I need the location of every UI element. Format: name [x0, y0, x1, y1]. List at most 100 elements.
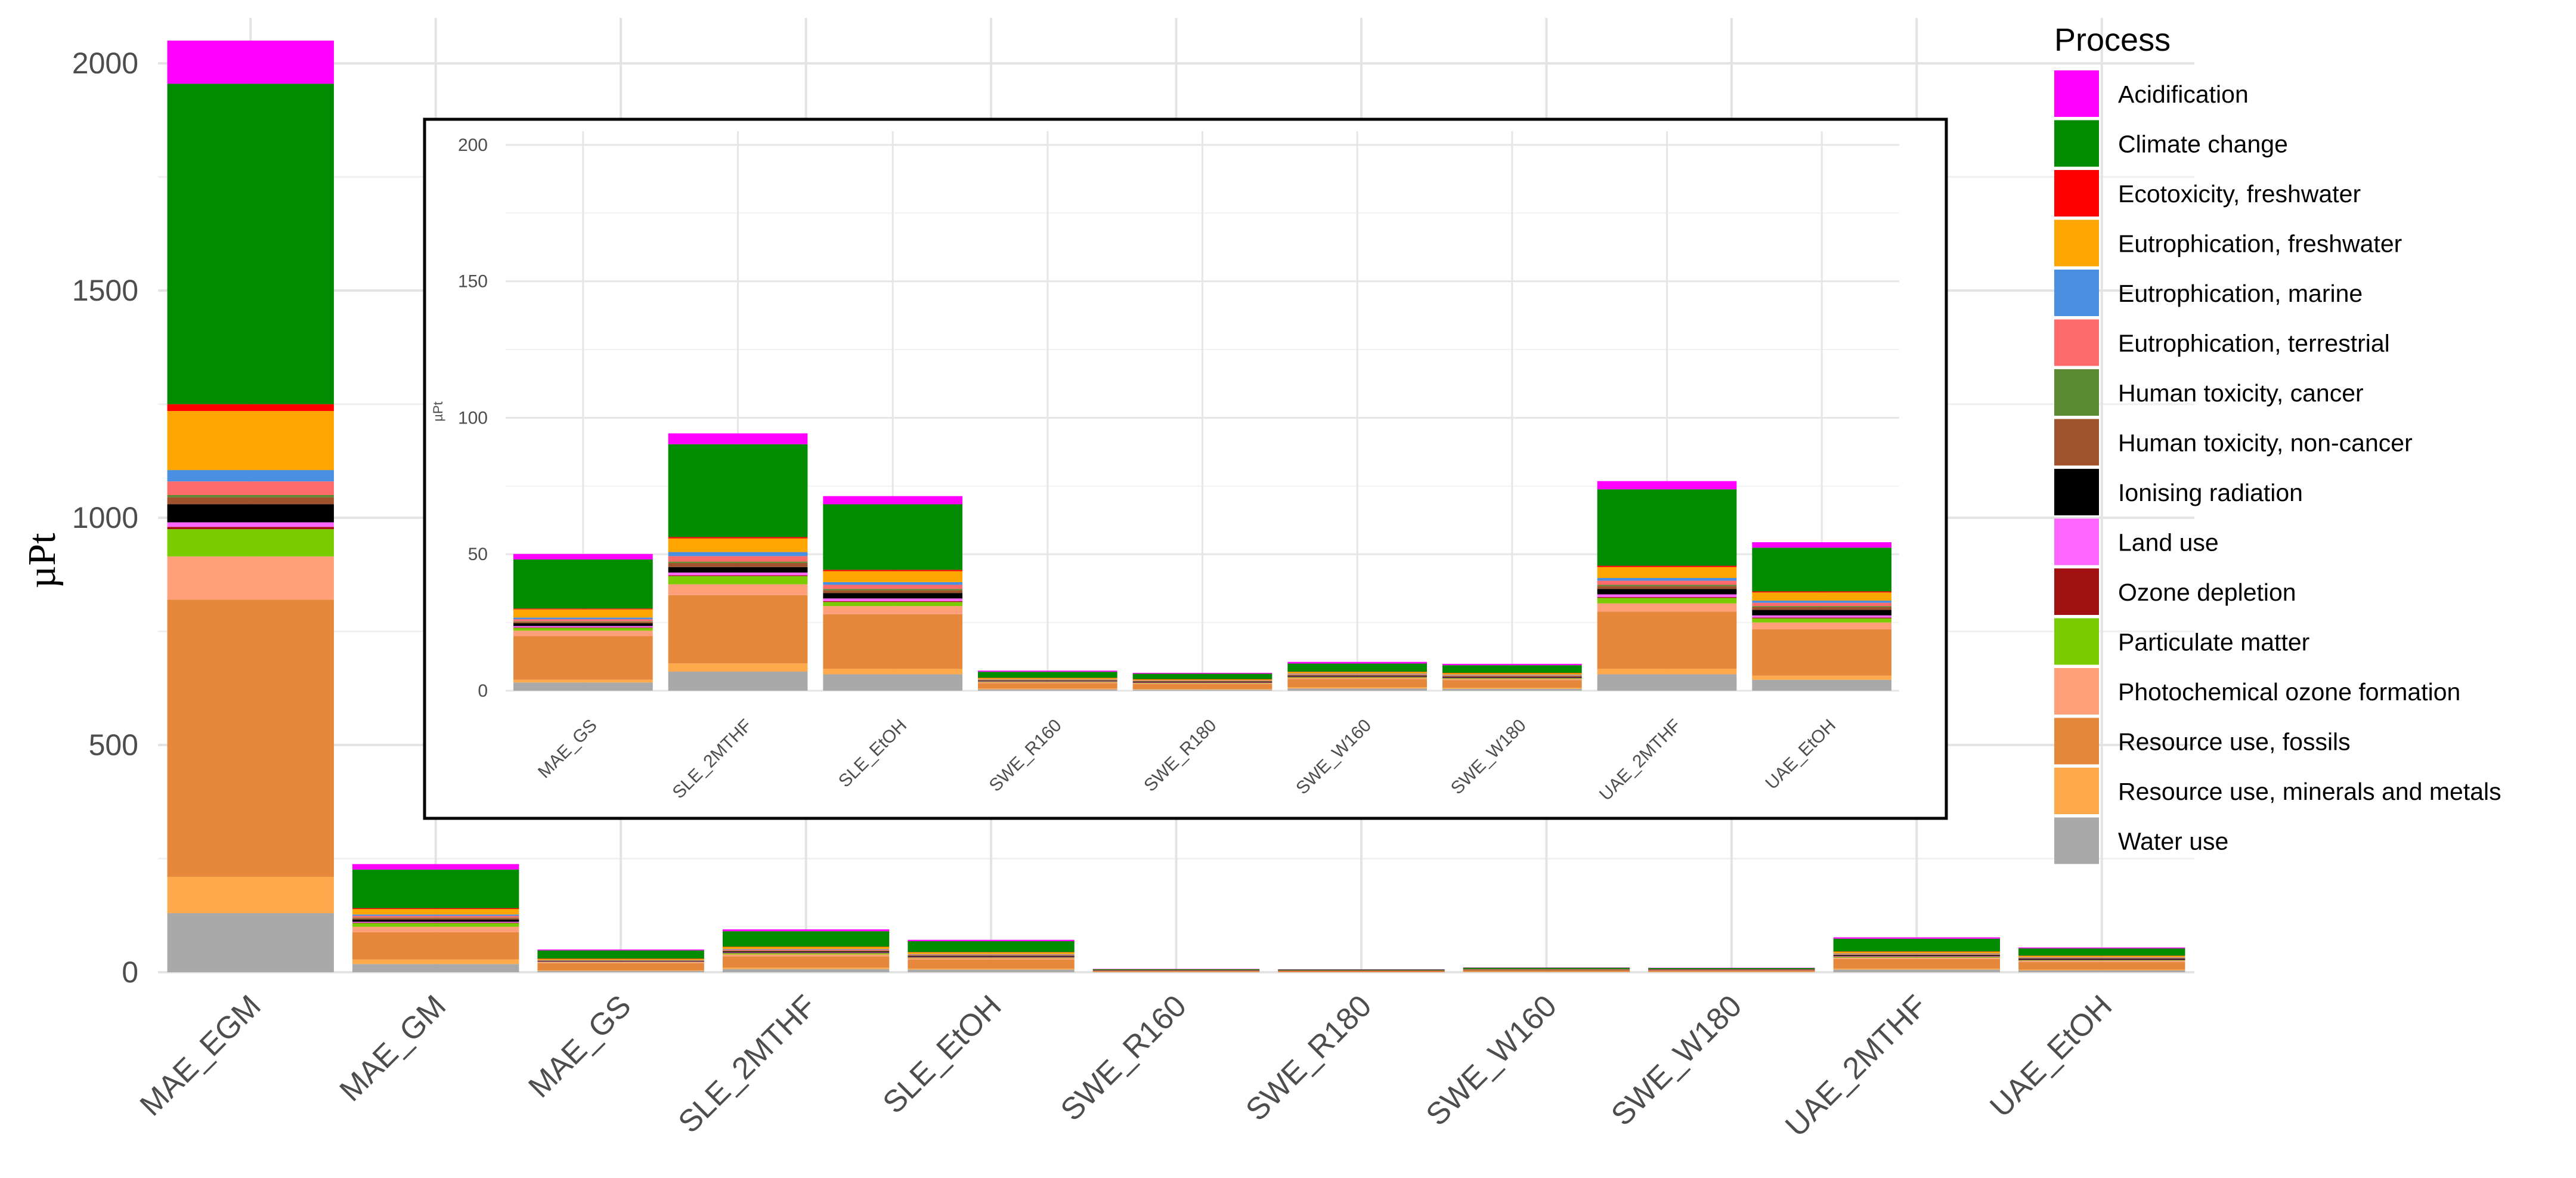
legend-swatch-human-toxicity-non-cancer: [2054, 419, 2099, 466]
bar-mae-egm-eutrophication-marine: [167, 470, 334, 482]
bar-sle-2mthf-eutrophication-freshwater: [722, 947, 890, 950]
bar-mae-egm-resource-use-fossils: [167, 599, 334, 877]
bar-mae-gs-eutrophication-freshwater: [537, 959, 704, 960]
legend-swatch-acidification: [2054, 70, 2099, 117]
y-tick-label: 500: [89, 728, 138, 762]
inset-y-axis-label: µPt: [431, 401, 445, 421]
y-tick-label: 1500: [72, 274, 138, 307]
inset-bar-swe-w160-photochemical-ozone-formation: [1287, 678, 1428, 679]
legend-swatch-ecotoxicity-freshwater: [2054, 170, 2099, 217]
bar-uae-2mthf-human-toxicity-non-cancer: [1833, 954, 2001, 956]
inset-bar-swe-w180-photochemical-ozone-formation: [1442, 679, 1582, 681]
bar-uae-2mthf-human-toxicity-cancer: [1833, 954, 2001, 955]
bar-sle-etoh-resource-use-minerals-and-metals: [908, 968, 1075, 970]
inset-bar-uae-etoh-eutrophication-freshwater: [1752, 592, 1892, 601]
x-tick-label: SWE_W180: [1605, 988, 1748, 1132]
bar-sle-etoh-particulate-matter: [908, 957, 1075, 959]
legend-swatch-eutrophication-marine: [2054, 270, 2099, 316]
inset-bar-sle-2mthf-climate-change: [668, 444, 808, 537]
bar-swe-r180-resource-use-fossils: [1278, 971, 1445, 972]
inset-bar-sle-2mthf-human-toxicity-non-cancer: [668, 562, 808, 567]
y-tick-label: 2000: [72, 47, 138, 80]
bar-uae-2mthf-resource-use-minerals-and-metals: [1833, 968, 2001, 970]
legend-label-ecotoxicity-freshwater: Ecotoxicity, freshwater: [2118, 180, 2361, 208]
inset-bar-swe-r180-resource-use-minerals-and-metals: [1132, 689, 1272, 690]
bar-sle-etoh-climate-change: [908, 941, 1075, 953]
bar-mae-gm-climate-change: [352, 869, 519, 908]
bar-sle-2mthf-particulate-matter: [722, 953, 890, 955]
legend-label-ionising-radiation: Ionising radiation: [2118, 479, 2303, 506]
bar-uae-etoh-human-toxicity-cancer: [2018, 958, 2185, 959]
inset-bar-sle-etoh-eutrophication-marine: [823, 582, 963, 585]
x-tick-label: SLE_EtOH: [877, 988, 1008, 1120]
bar-uae-2mthf-climate-change: [1833, 938, 2001, 952]
inset-bar-sle-2mthf-eutrophication-freshwater: [668, 538, 808, 552]
legend-label-photochemical-ozone-formation: Photochemical ozone formation: [2118, 678, 2460, 706]
legend-label-water-use: Water use: [2118, 828, 2228, 855]
inset-bar-sle-etoh-land-use: [823, 598, 963, 601]
bar-uae-etoh-particulate-matter: [2018, 960, 2185, 961]
inset-bar-mae-gs-eutrophication-freshwater: [513, 609, 653, 618]
inset-bar-uae-2mthf-resource-use-minerals-and-metals: [1597, 669, 1737, 675]
inset-bar-swe-w180-water-use: [1442, 688, 1582, 691]
y-axis-label: µPt: [20, 533, 64, 588]
bar-mae-gs-ozone-depletion: [537, 961, 704, 962]
inset-bar-swe-w180-ionising-radiation: [1442, 676, 1582, 678]
inset-bar-swe-r180-ecotoxicity-freshwater: [1132, 679, 1272, 680]
legend-label-climate-change: Climate change: [2118, 131, 2288, 158]
bar-sle-etoh-photochemical-ozone-formation: [908, 958, 1075, 960]
inset-bar-sle-2mthf-eutrophication-marine: [668, 552, 808, 556]
bar-mae-gm-acidification: [352, 864, 519, 870]
bar-mae-egm-particulate-matter: [167, 529, 334, 556]
x-tick-label: SWE_R180: [1239, 988, 1378, 1127]
inset-y-tick-label: 50: [468, 545, 488, 564]
bar-sle-2mthf-ionising-radiation: [722, 951, 890, 953]
legend-label-eutrophication-marine: Eutrophication, marine: [2118, 280, 2363, 307]
bar-sle-etoh-ionising-radiation: [908, 956, 1075, 957]
inset-bar-swe-r160-acidification: [977, 670, 1117, 672]
bar-uae-etoh-ionising-radiation: [2018, 959, 2185, 960]
inset-bar-uae-etoh-acidification: [1752, 542, 1892, 548]
inset-bar-swe-r160-eutrophication-freshwater: [977, 678, 1117, 679]
bar-uae-etoh-eutrophication-marine: [2018, 957, 2185, 958]
legend-swatch-resource-use-fossils: [2054, 718, 2099, 765]
inset-bar-sle-etoh-human-toxicity-cancer: [823, 589, 963, 590]
inset-bar-uae-2mthf-ozone-depletion: [1597, 597, 1737, 598]
bar-mae-gm-eutrophication-marine: [352, 914, 519, 916]
inset-bar-mae-gs-ozone-depletion: [513, 627, 653, 628]
bar-uae-2mthf-particulate-matter: [1833, 957, 2001, 958]
inset-bar-uae-etoh-eutrophication-marine: [1752, 601, 1892, 603]
inset-bar-swe-r160-human-toxicity-non-cancer: [977, 680, 1117, 681]
inset-bar-sle-2mthf-particulate-matter: [668, 576, 808, 585]
inset-bar-swe-r180-resource-use-fossils: [1132, 684, 1272, 690]
inset-bar-sle-etoh-photochemical-ozone-formation: [823, 606, 963, 614]
bar-mae-gm-photochemical-ozone-formation: [352, 926, 519, 932]
y-tick-label: 1000: [72, 501, 138, 534]
inset-bar-sle-etoh-particulate-matter: [823, 602, 963, 607]
inset-bar-swe-w160-eutrophication-terrestrial: [1287, 674, 1428, 675]
inset-y-tick-label: 200: [458, 135, 488, 155]
bar-swe-r180-climate-change: [1278, 969, 1445, 970]
legend-label-resource-use-fossils: Resource use, fossils: [2118, 728, 2351, 756]
x-tick-label: UAE_2MTHF: [1779, 988, 1934, 1143]
bar-uae-etoh-photochemical-ozone-formation: [2018, 960, 2185, 962]
inset-bar-swe-w180-human-toxicity-cancer: [1442, 676, 1582, 677]
inset-bar-swe-w180-human-toxicity-non-cancer: [1442, 676, 1582, 677]
legend-label-resource-use-minerals-and-metals: Resource use, minerals and metals: [2118, 778, 2501, 805]
inset-bar-sle-2mthf-resource-use-minerals-and-metals: [668, 663, 808, 672]
inset-bar-sle-2mthf-resource-use-fossils: [668, 595, 808, 664]
legend-swatch-ionising-radiation: [2054, 469, 2099, 515]
inset-bar-sle-etoh-resource-use-fossils: [823, 614, 963, 669]
legend-swatch-climate-change: [2054, 120, 2099, 167]
bar-mae-gm-resource-use-fossils: [352, 932, 519, 960]
bar-sle-etoh-water-use: [908, 969, 1075, 972]
bar-mae-egm-ecotoxicity-freshwater: [167, 404, 334, 412]
bar-swe-r160-resource-use-fossils: [1092, 970, 1260, 972]
inset-bar-swe-r160-eutrophication-marine: [977, 679, 1117, 680]
bar-mae-egm-resource-use-minerals-and-metals: [167, 877, 334, 913]
inset-bar-swe-w160-land-use: [1287, 676, 1428, 677]
bar-mae-gm-human-toxicity-non-cancer: [352, 918, 519, 920]
legend-swatch-land-use: [2054, 518, 2099, 565]
bar-sle-2mthf-acidification: [722, 929, 890, 932]
